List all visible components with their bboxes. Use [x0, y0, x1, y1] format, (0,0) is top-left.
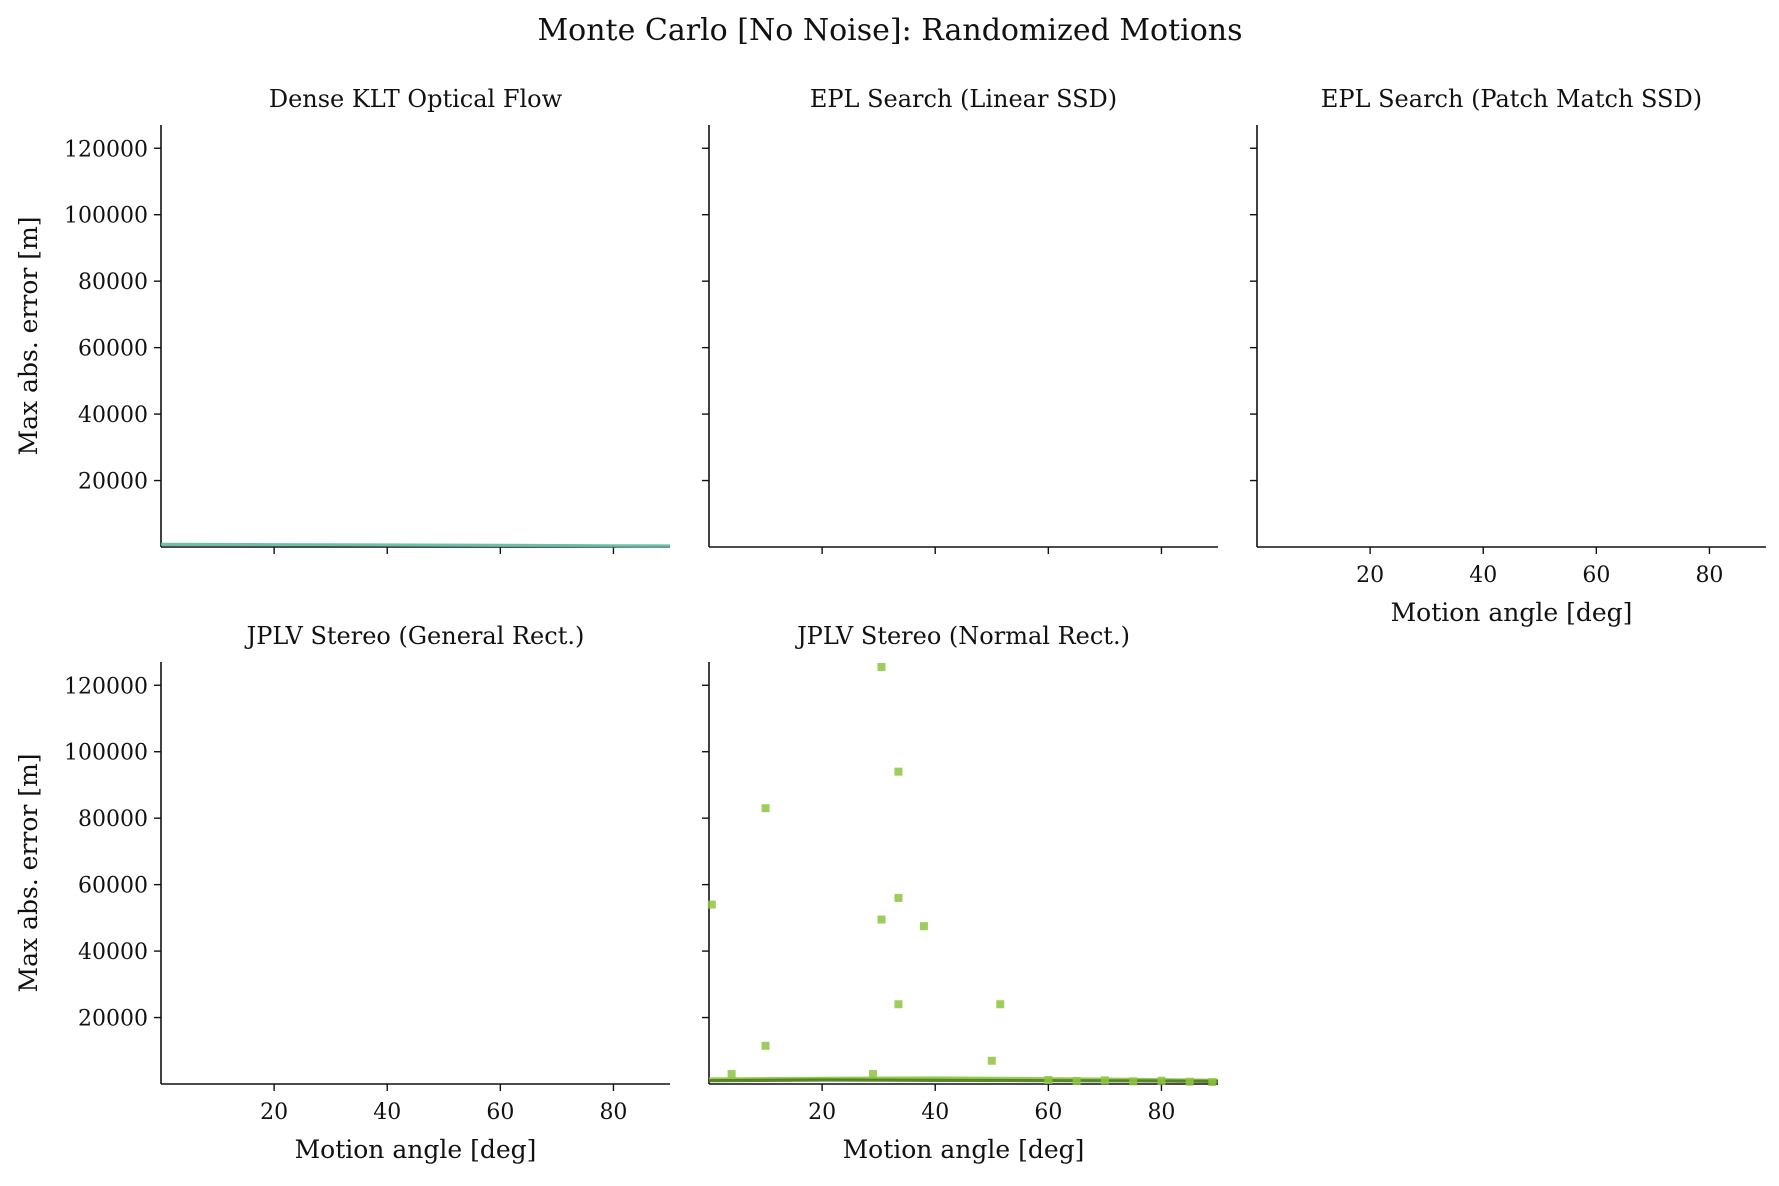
y-tick-label: 120000 — [64, 137, 148, 162]
scatter-point — [1157, 1076, 1166, 1085]
subplot-title: JPLV Stereo (General Rect.) — [244, 622, 585, 650]
subplot-3: EPL Search (Patch Match SSD) 20 40 60 80 Moti… — [1250, 85, 1766, 627]
x-tick-label: 20 — [808, 1100, 836, 1125]
x-axis-label: Motion angle [deg] — [295, 1135, 537, 1164]
scatter-point — [727, 1070, 736, 1079]
scatter-point — [869, 1070, 878, 1079]
x-tick-label: 20 — [260, 1100, 288, 1125]
y-tick-label: 80000 — [78, 807, 148, 832]
y-axis-label: Max abs. error [m] — [14, 216, 43, 455]
x-tick-label: 80 — [599, 1100, 627, 1125]
scatter-point — [894, 767, 903, 776]
x-tick-label: 20 — [1356, 563, 1384, 588]
x-tick-label: 60 — [486, 1100, 514, 1125]
scatter-point — [1044, 1076, 1053, 1085]
scatter-point — [707, 900, 716, 909]
y-tick-label: 120000 — [64, 674, 148, 699]
y-tick-label: 20000 — [78, 1007, 148, 1032]
subplot-title: JPLV Stereo (Normal Rect.) — [794, 622, 1130, 650]
y-tick-label: 100000 — [64, 741, 148, 766]
scatter-point — [996, 1000, 1005, 1009]
x-axis-label: Motion angle [deg] — [843, 1135, 1085, 1164]
scatter-point — [761, 804, 770, 813]
x-tick-label: 40 — [373, 1100, 401, 1125]
scatter-point — [919, 922, 928, 931]
y-tick-label: 40000 — [78, 940, 148, 965]
subplot-4: JPLV Stereo (General Rect.) 20000 40000 600… — [14, 622, 670, 1164]
scatter-point — [1129, 1077, 1138, 1086]
y-tick-label: 60000 — [78, 337, 148, 362]
scatter-point — [1100, 1076, 1109, 1085]
scatter-point — [987, 1056, 996, 1065]
x-tick-label: 60 — [1034, 1100, 1062, 1125]
scatter-point — [894, 1000, 903, 1009]
series-line-2 — [708, 1078, 1219, 1083]
scatter-point — [1185, 1077, 1194, 1086]
figure-title: Monte Carlo [No Noise]: Randomized Motio… — [537, 13, 1242, 48]
subplot-2: EPL Search (Linear SSD) — [702, 85, 1218, 554]
x-axis-label: Motion angle [deg] — [1391, 598, 1633, 627]
y-tick-label: 100000 — [64, 204, 148, 229]
scatter-point — [1072, 1077, 1081, 1086]
x-tick-label: 40 — [921, 1100, 949, 1125]
x-tick-label: 80 — [1695, 563, 1723, 588]
scatter-point — [877, 662, 886, 671]
series-line-1 — [160, 542, 671, 548]
scatter-point — [877, 915, 886, 924]
y-tick-label: 40000 — [78, 403, 148, 428]
y-tick-label: 20000 — [78, 470, 148, 495]
subplot-title: Dense KLT Optical Flow — [269, 85, 563, 113]
scatter-point — [761, 1041, 770, 1050]
x-tick-label: 80 — [1147, 1100, 1175, 1125]
subplot-title: EPL Search (Linear SSD) — [810, 85, 1117, 113]
subplot-1: Dense KLT Optical Flow 20000 40000 60000 800… — [14, 85, 671, 554]
scatter-point — [894, 893, 903, 902]
scatter-point — [1208, 1078, 1217, 1087]
x-tick-label: 60 — [1582, 563, 1610, 588]
subplot-grid: Dense KLT Optical Flow 20000 40000 60000 800… — [14, 85, 1766, 1164]
y-tick-label: 80000 — [78, 270, 148, 295]
y-tick-label: 60000 — [78, 874, 148, 899]
y-axis-label: Max abs. error [m] — [14, 753, 43, 992]
subplot-5: JPLV Stereo (Normal Rect.) 20 40 60 80 Motion… — [702, 622, 1219, 1164]
subplot-title: EPL Search (Patch Match SSD) — [1321, 85, 1702, 113]
x-tick-label: 40 — [1469, 563, 1497, 588]
